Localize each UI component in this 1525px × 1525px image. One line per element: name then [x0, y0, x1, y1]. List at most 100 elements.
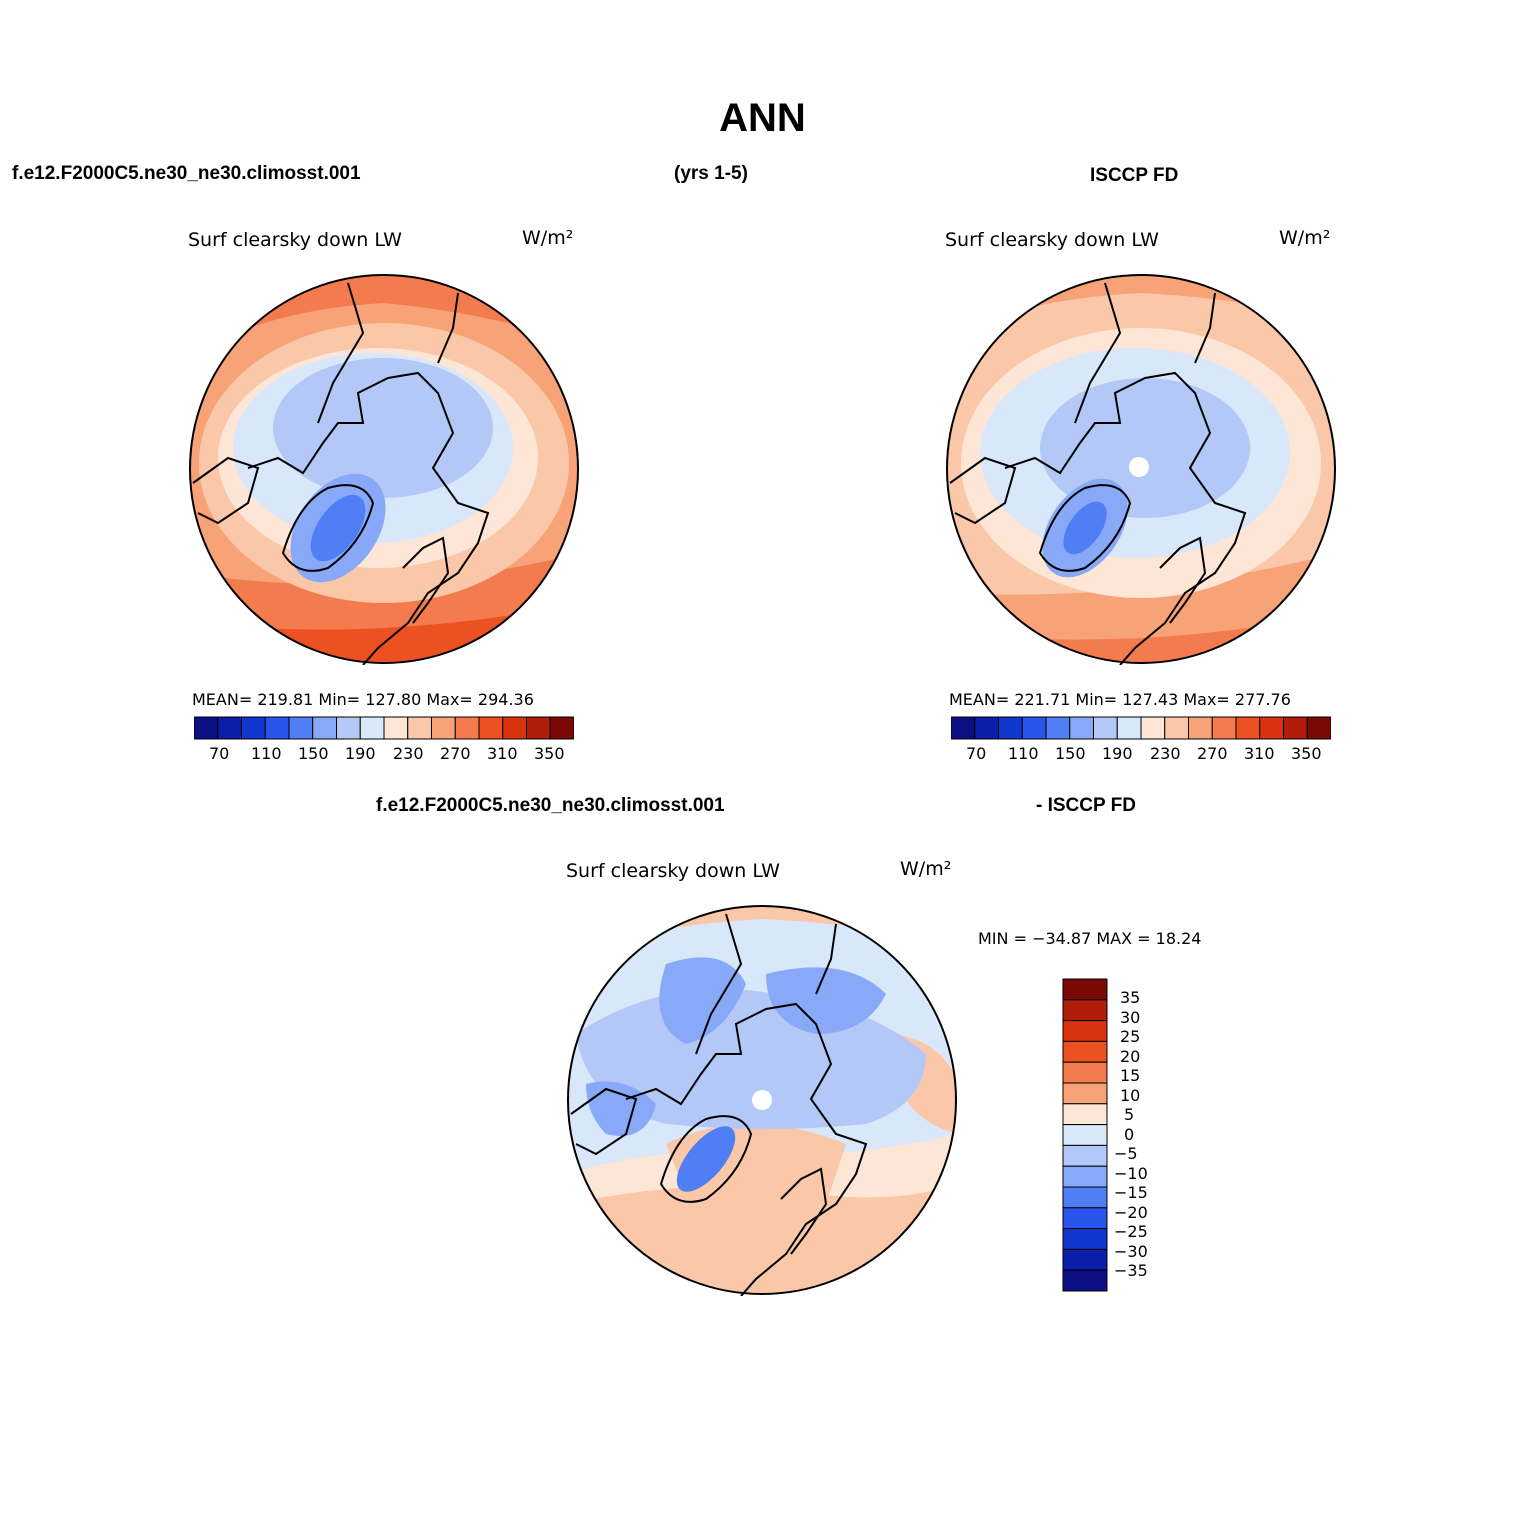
colorbar-tick-label: −35 [1114, 1261, 1148, 1280]
model-polar-map [189, 274, 579, 665]
colorbar-swatch [1062, 1061, 1108, 1084]
colorbar-tick-label: 25 [1120, 1027, 1141, 1046]
diff-variable-label: Surf clearsky down LW [566, 860, 780, 882]
colorbar-swatch [1062, 1144, 1108, 1167]
colorbar-swatch [1062, 1124, 1108, 1146]
years-label: (yrs 1-5) [674, 163, 748, 184]
colorbar-swatch [478, 716, 504, 740]
colorbar-tick-label: 30 [1120, 1008, 1141, 1027]
colorbar-tick-label: −20 [1114, 1203, 1148, 1222]
model-variable-label: Surf clearsky down LW [188, 229, 402, 251]
colorbar-swatch [1259, 716, 1284, 740]
colorbar-swatch [1062, 1082, 1108, 1105]
colorbar-swatch [454, 716, 480, 740]
colorbar-tick-label: 15 [1120, 1066, 1141, 1085]
colorbar-swatch [1211, 716, 1237, 740]
obs-colorbar [951, 716, 1331, 740]
colorbar-swatch [1062, 1040, 1108, 1063]
obs-stats-label: MEAN= 221.71 Min= 127.43 Max= 277.76 [949, 690, 1291, 709]
colorbar-swatch [1062, 1269, 1108, 1292]
colorbar-swatch [1093, 716, 1118, 740]
colorbar-swatch [1062, 1020, 1108, 1042]
colorbar-swatch [1062, 1186, 1108, 1209]
diff-stats-label: MIN = −34.87 MAX = 18.24 [978, 929, 1202, 948]
model-colorbar-labels: 70 110 150 190 230 270 310 350 [0, 744, 1525, 764]
diff-colorbar-labels: 35 30 25 20 15 10 5 0 −5 −10 −15 −20 −25… [1114, 988, 1178, 1288]
colorbar-tick-label: −30 [1114, 1242, 1148, 1261]
diff-polar-map [567, 905, 957, 1296]
obs-name-label: ISCCP FD [1090, 165, 1179, 186]
colorbar-swatch [526, 716, 551, 740]
colorbar-swatch [194, 716, 219, 740]
colorbar-tick-label: −15 [1114, 1183, 1148, 1202]
colorbar-tick-label: 110 [251, 744, 282, 763]
colorbar-swatch [217, 716, 242, 740]
colorbar-swatch [1283, 716, 1308, 740]
obs-polar-map [946, 274, 1336, 665]
colorbar-swatch [288, 716, 314, 740]
colorbar-swatch [1062, 1248, 1108, 1271]
colorbar-swatch [1235, 716, 1261, 740]
colorbar-swatch [1062, 978, 1108, 1001]
colorbar-swatch [312, 716, 337, 740]
colorbar-swatch [951, 716, 976, 740]
figure-title: ANN [719, 96, 806, 140]
colorbar-swatch [1306, 716, 1331, 740]
colorbar-swatch [1140, 716, 1166, 740]
colorbar-tick-label: −25 [1114, 1222, 1148, 1241]
colorbar-swatch [431, 716, 456, 740]
colorbar-swatch [549, 716, 574, 740]
colorbar-swatch [1062, 1228, 1108, 1250]
colorbar-swatch [1062, 1165, 1108, 1188]
colorbar-swatch [383, 716, 409, 740]
colorbar-tick-label: 35 [1120, 988, 1141, 1007]
colorbar-tick-label: −5 [1114, 1144, 1138, 1163]
colorbar-swatch [1062, 1207, 1108, 1230]
colorbar-tick-label: 310 [1244, 744, 1275, 763]
colorbar-swatch [1062, 999, 1108, 1022]
colorbar-swatch [1062, 1103, 1108, 1126]
diff-case-name-label: f.e12.F2000C5.ne30_ne30.climosst.001 [376, 795, 725, 816]
model-stats-label: MEAN= 219.81 Min= 127.80 Max= 294.36 [192, 690, 534, 709]
colorbar-tick-label: 270 [1197, 744, 1228, 763]
colorbar-swatch [336, 716, 361, 740]
obs-variable-label: Surf clearsky down LW [945, 229, 1159, 251]
colorbar-swatch [502, 716, 527, 740]
colorbar-tick-label: 110 [1008, 744, 1039, 763]
diff-obs-name-label: - ISCCP FD [1036, 795, 1136, 816]
colorbar-swatch [264, 716, 290, 740]
colorbar-tick-label: 350 [1291, 744, 1322, 763]
model-units-label: W/m² [522, 227, 574, 249]
obs-colorbar-labels: 70 110 150 190 230 270 310 350 [0, 744, 1525, 764]
obs-units-label: W/m² [1279, 227, 1331, 249]
colorbar-tick-label: 10 [1120, 1086, 1141, 1105]
colorbar-swatch [1021, 716, 1047, 740]
colorbar-swatch [407, 716, 432, 740]
colorbar-tick-label: 150 [298, 744, 329, 763]
colorbar-tick-label: 0 [1124, 1125, 1135, 1144]
colorbar-swatch [241, 716, 266, 740]
diff-colorbar [1062, 978, 1108, 1292]
colorbar-swatch [1188, 716, 1213, 740]
colorbar-tick-label: 230 [393, 744, 424, 763]
colorbar-swatch [998, 716, 1023, 740]
colorbar-tick-label: 150 [1055, 744, 1086, 763]
colorbar-tick-label: 5 [1124, 1105, 1135, 1124]
colorbar-swatch [1164, 716, 1189, 740]
colorbar-tick-label: 230 [1150, 744, 1181, 763]
colorbar-tick-label: −10 [1114, 1164, 1148, 1183]
colorbar-swatch [359, 716, 385, 740]
diff-units-label: W/m² [900, 858, 952, 880]
colorbar-tick-label: 310 [487, 744, 518, 763]
colorbar-tick-label: 70 [209, 744, 230, 763]
colorbar-tick-label: 190 [1102, 744, 1133, 763]
colorbar-tick-label: 20 [1120, 1047, 1141, 1066]
colorbar-swatch [1069, 716, 1094, 740]
colorbar-tick-label: 190 [345, 744, 376, 763]
colorbar-tick-label: 350 [534, 744, 565, 763]
colorbar-swatch [1116, 716, 1142, 740]
colorbar-tick-label: 70 [966, 744, 987, 763]
colorbar-tick-label: 270 [440, 744, 471, 763]
model-colorbar [194, 716, 574, 740]
colorbar-swatch [1045, 716, 1071, 740]
